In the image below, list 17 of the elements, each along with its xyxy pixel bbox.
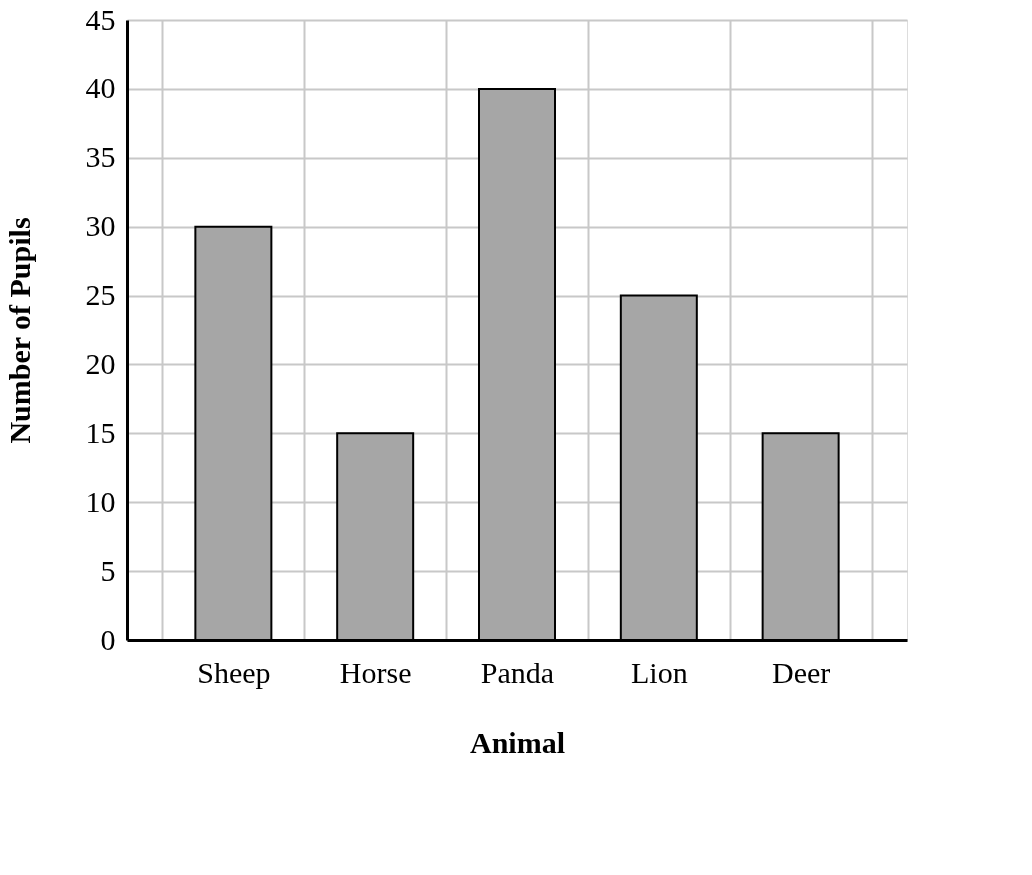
y-tick-label: 15 (85, 415, 116, 449)
y-tick-label: 45 (85, 2, 116, 36)
y-tick-label: 10 (85, 484, 116, 518)
y-tick-label: 0 (100, 622, 116, 656)
y-tick-label: 20 (85, 346, 116, 380)
y-axis-title: Number of Pupils (2, 217, 36, 444)
y-tick-label: 30 (85, 209, 116, 243)
y-tick-label: 25 (85, 278, 116, 312)
y-tick-label: 5 (100, 553, 116, 587)
x-tick-label: Lion (630, 655, 688, 689)
y-tick-label: 35 (85, 140, 116, 174)
x-axis-title: Animal (469, 725, 566, 759)
x-tick-label: Deer (771, 655, 831, 689)
x-tick-label: Sheep (197, 655, 271, 689)
y-tick-label: 40 (85, 71, 116, 105)
x-tick-label: Horse (339, 655, 412, 689)
x-tick-label: Panda (480, 655, 555, 689)
